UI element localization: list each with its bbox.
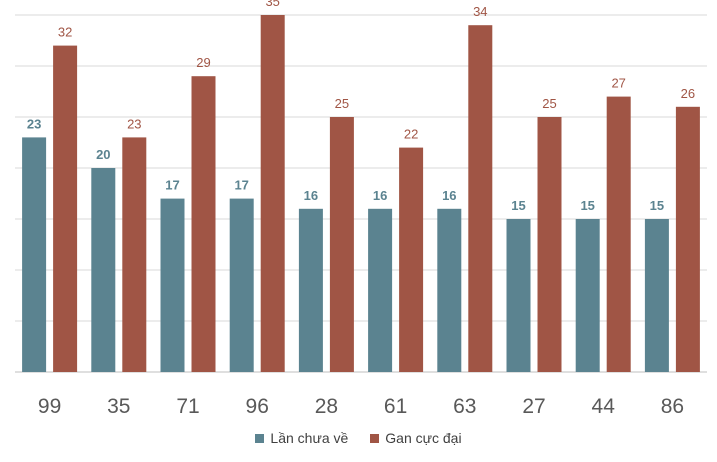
bar-series-2-71 [191, 76, 216, 372]
bar-series-1-35 [91, 168, 116, 372]
bar-series-2-86 [675, 106, 700, 373]
bar-series-1-44 [575, 219, 600, 372]
data-label-series-1-44: 15 [580, 198, 594, 213]
data-label-series-1-35: 20 [96, 147, 110, 162]
data-label-series-1-63: 16 [442, 188, 456, 203]
bar-chart-plot: 23 32 20 23 17 29 17 35 16 25 16 22 16 34 15 25 15 27 15 26… [15, 0, 707, 418]
bar-series-1-27 [506, 219, 531, 372]
bar-series-1-99 [22, 137, 47, 372]
bar-series-1-96 [229, 198, 254, 372]
x-tick-label-28: 28 [315, 395, 338, 418]
legend-label-series-1: Lần chưa về [270, 430, 349, 446]
data-label-series-2-61: 22 [404, 127, 418, 142]
data-label-series-2-96: 35 [265, 0, 279, 9]
bar-series-2-27 [537, 117, 562, 372]
bar-series-2-96 [260, 15, 285, 372]
data-label-series-2-44: 27 [611, 76, 625, 91]
x-tick-label-71: 71 [176, 395, 199, 418]
x-tick-label-96: 96 [246, 395, 269, 418]
x-tick-label-35: 35 [107, 395, 130, 418]
data-label-series-1-86: 15 [650, 198, 664, 213]
x-tick-label-99: 99 [38, 395, 61, 418]
data-label-series-2-28: 25 [335, 96, 349, 111]
legend-label-series-2: Gan cực đại [385, 430, 462, 446]
bar-series-2-99 [53, 45, 78, 372]
x-tick-label-63: 63 [453, 395, 476, 418]
bar-series-1-63 [437, 208, 462, 372]
bar-series-2-63 [468, 25, 493, 372]
legend-item-series-2: Gan cực đại [370, 430, 462, 446]
legend-swatch-series-2 [370, 433, 380, 443]
x-tick-label-86: 86 [661, 395, 684, 418]
legend-swatch-series-1 [255, 433, 265, 443]
chart-legend: Lần chưa về Gan cực đại [0, 430, 717, 446]
data-label-series-1-27: 15 [511, 198, 525, 213]
data-label-series-1-71: 17 [165, 178, 179, 193]
x-tick-label-27: 27 [522, 395, 545, 418]
bar-series-1-28 [298, 208, 323, 372]
x-tick-label-44: 44 [592, 395, 616, 418]
bar-series-2-35 [122, 137, 147, 372]
legend-item-series-1: Lần chưa về [255, 430, 348, 446]
bar-series-1-61 [368, 208, 393, 372]
data-label-series-2-63: 34 [473, 4, 487, 19]
bar-series-2-61 [399, 147, 424, 372]
data-label-series-1-28: 16 [304, 188, 318, 203]
bar-series-2-44 [606, 96, 631, 372]
data-label-series-2-27: 25 [542, 96, 556, 111]
data-label-series-1-99: 23 [27, 116, 41, 131]
data-label-series-1-96: 17 [234, 178, 248, 193]
bar-series-1-71 [160, 198, 185, 372]
data-label-series-1-61: 16 [373, 188, 387, 203]
data-label-series-2-99: 32 [58, 25, 72, 40]
data-label-series-2-86: 26 [681, 86, 695, 101]
data-label-series-2-35: 23 [127, 116, 141, 131]
bar-series-1-86 [644, 219, 669, 372]
x-tick-label-61: 61 [384, 395, 407, 418]
data-label-series-2-71: 29 [196, 55, 210, 70]
bar-series-2-28 [329, 117, 354, 372]
